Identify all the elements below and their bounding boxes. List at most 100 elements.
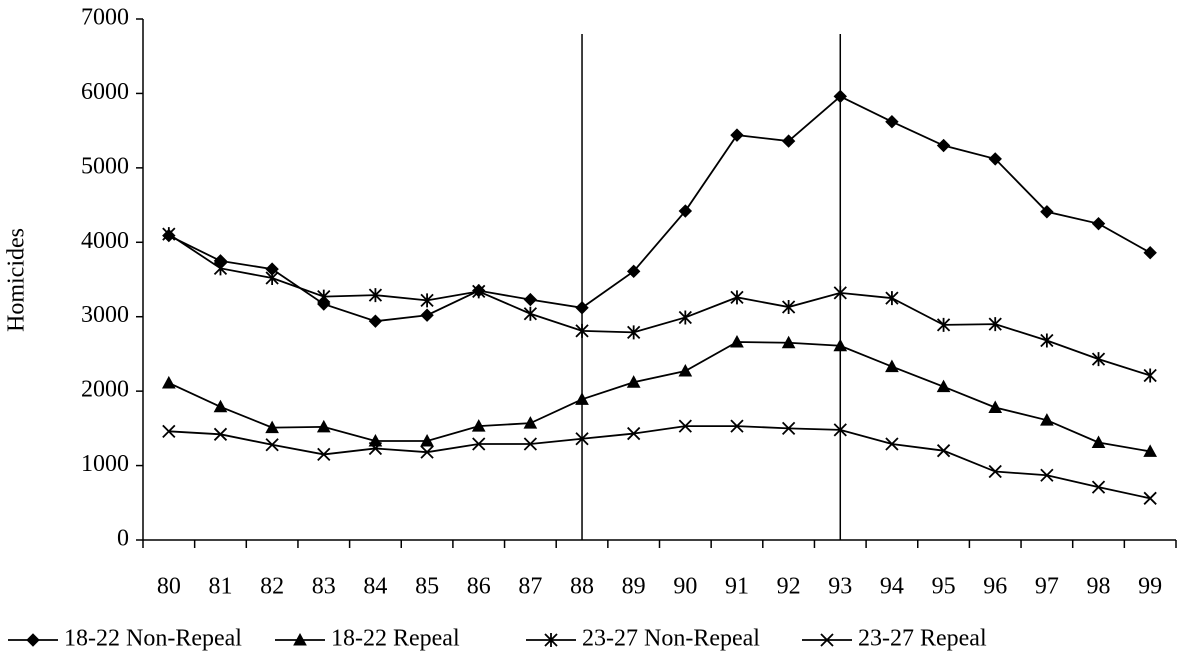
marker xyxy=(316,419,331,433)
marker xyxy=(1091,435,1106,448)
marker xyxy=(988,400,1003,414)
marker xyxy=(781,335,796,349)
marker xyxy=(936,379,951,393)
x-tick-label: 98 xyxy=(1087,574,1111,600)
marker xyxy=(1143,491,1157,505)
x-tick-label: 91 xyxy=(725,574,749,600)
marker xyxy=(833,338,848,352)
series-line xyxy=(168,341,1151,453)
legend-label: 23-27 Repeal xyxy=(858,626,987,652)
marker xyxy=(1143,368,1157,383)
marker xyxy=(1040,413,1054,426)
x-tick-label: 89 xyxy=(622,574,646,600)
marker xyxy=(1040,333,1054,348)
marker xyxy=(368,288,383,303)
marker xyxy=(293,632,307,646)
marker xyxy=(213,399,228,413)
marker xyxy=(213,261,228,276)
series-line xyxy=(168,95,1151,323)
legend-label: 23-27 Non-Repeal xyxy=(582,626,760,652)
marker xyxy=(936,444,951,458)
marker xyxy=(730,290,744,305)
x-tick-label: 81 xyxy=(208,574,232,600)
marker xyxy=(317,289,331,304)
marker xyxy=(626,375,641,388)
marker xyxy=(988,464,1002,479)
x-tick-label: 93 xyxy=(828,574,852,600)
series-line xyxy=(168,425,1151,500)
marker xyxy=(820,633,834,647)
y-tick-label: 6000 xyxy=(81,79,129,105)
marker xyxy=(1091,352,1106,367)
marker xyxy=(781,300,796,315)
x-tick-label: 96 xyxy=(983,574,1007,600)
marker xyxy=(420,308,434,322)
marker xyxy=(833,89,847,104)
marker xyxy=(471,419,486,432)
marker xyxy=(420,433,434,447)
marker xyxy=(523,416,538,429)
x-tick-label: 82 xyxy=(260,574,284,600)
x-tick-label: 87 xyxy=(518,574,542,600)
x-tick-label: 84 xyxy=(363,574,387,600)
marker xyxy=(368,433,383,447)
legend-label: 18-22 Non-Repeal xyxy=(64,626,242,652)
marker xyxy=(575,392,589,405)
marker xyxy=(575,432,589,446)
marker xyxy=(368,314,383,328)
y-tick-label: 0 xyxy=(117,526,129,552)
marker xyxy=(988,152,1002,166)
marker xyxy=(265,420,279,434)
marker xyxy=(162,424,176,438)
marker xyxy=(523,292,538,307)
x-tick-label: 80 xyxy=(157,574,181,600)
marker xyxy=(265,438,279,452)
marker xyxy=(936,317,951,332)
marker xyxy=(833,285,847,300)
marker xyxy=(885,359,899,373)
marker xyxy=(1091,480,1106,494)
marker xyxy=(575,301,589,315)
marker xyxy=(161,375,176,389)
x-tick-label: 85 xyxy=(415,574,439,600)
marker xyxy=(885,115,899,129)
marker xyxy=(523,306,538,321)
marker xyxy=(781,134,796,148)
marker xyxy=(544,633,558,647)
x-tick-label: 94 xyxy=(880,574,904,600)
x-tick-label: 92 xyxy=(777,574,801,600)
x-tick-label: 99 xyxy=(1138,574,1162,600)
marker xyxy=(317,447,331,462)
y-tick-label: 1000 xyxy=(81,451,129,477)
marker xyxy=(678,204,693,218)
marker xyxy=(678,364,693,377)
marker xyxy=(627,325,641,340)
marker xyxy=(626,264,641,279)
marker xyxy=(885,437,899,451)
marker xyxy=(472,437,486,451)
marker xyxy=(988,317,1002,332)
x-tick-label: 97 xyxy=(1035,574,1059,600)
marker xyxy=(678,419,692,433)
marker xyxy=(936,138,951,153)
y-tick-label: 5000 xyxy=(81,153,129,179)
marker xyxy=(26,633,40,647)
marker xyxy=(1143,245,1157,260)
marker xyxy=(1040,468,1054,482)
x-tick-label: 88 xyxy=(570,574,594,600)
marker xyxy=(885,291,899,306)
series-line xyxy=(168,233,1151,377)
marker xyxy=(1091,216,1106,231)
marker xyxy=(833,423,847,437)
marker xyxy=(317,297,331,311)
y-axis-label: Homicides xyxy=(4,228,30,332)
x-tick-label: 86 xyxy=(467,574,491,600)
marker xyxy=(265,271,279,286)
marker xyxy=(523,437,538,451)
marker xyxy=(781,421,796,435)
marker xyxy=(213,427,228,441)
x-tick-label: 95 xyxy=(932,574,956,600)
y-tick-label: 3000 xyxy=(81,302,129,328)
marker xyxy=(1040,205,1054,219)
